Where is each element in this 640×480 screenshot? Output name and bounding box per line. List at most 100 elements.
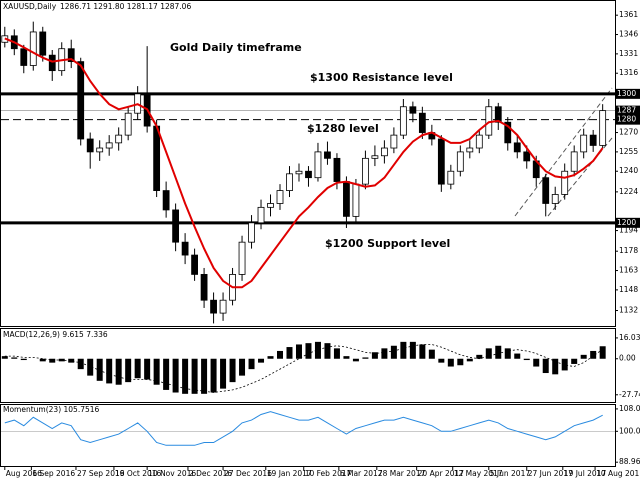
x-tick-label: 2 Dec 2016 xyxy=(189,469,232,478)
candle-body xyxy=(447,170,455,185)
macd-bar xyxy=(144,358,151,380)
candle-body xyxy=(305,170,312,179)
candle-body xyxy=(513,142,521,153)
candle-body xyxy=(580,134,588,153)
candle-body xyxy=(67,48,75,63)
x-tick-label: 27 Dec 2016 xyxy=(224,469,272,478)
macd-label: MACD(12,26,9) 9.615 7.336 xyxy=(3,330,108,339)
candle-body xyxy=(39,31,47,56)
candle-body xyxy=(589,134,597,146)
macd-bar xyxy=(277,350,284,359)
momentum-line xyxy=(4,411,603,446)
candle-body xyxy=(200,274,208,301)
macd-panel xyxy=(0,328,616,403)
candle-body xyxy=(86,138,94,153)
candle-body xyxy=(456,151,464,172)
macd-bar xyxy=(590,350,597,359)
macd-bar xyxy=(267,356,274,359)
candle-body xyxy=(599,110,607,146)
macd-bar xyxy=(87,358,94,376)
y-tick-label: 1224 xyxy=(619,187,638,196)
channel-line xyxy=(514,87,613,217)
macd-bar xyxy=(11,357,18,359)
candle-body xyxy=(238,241,246,275)
macd-bar xyxy=(210,358,217,393)
candle-body xyxy=(570,151,578,172)
macd-bar xyxy=(400,341,407,359)
macd-bar xyxy=(163,358,170,390)
price-box-label: 1200 xyxy=(617,218,636,227)
x-tick-label: 20 Apr 2017 xyxy=(418,469,465,478)
macd-bar xyxy=(580,354,587,359)
macd-bar xyxy=(333,348,340,359)
macd-bar xyxy=(295,344,302,359)
price-box-label: 1280 xyxy=(617,115,636,124)
candle-body xyxy=(96,147,104,153)
macd-bar xyxy=(409,341,416,359)
candle-body xyxy=(295,170,303,175)
candle-body xyxy=(20,48,28,66)
macd-bar xyxy=(220,358,227,389)
macd-signal xyxy=(4,344,603,393)
y-tick-label: 1148 xyxy=(619,285,638,294)
x-tick-label: 19 Jan 2017 xyxy=(267,469,312,478)
y-tick-label: 1346 xyxy=(619,30,638,39)
x-tick-label: 19 Oct 2016 xyxy=(115,469,162,478)
y-tick-label: 100.0 xyxy=(619,426,640,435)
momentum-panel xyxy=(0,404,616,467)
macd-bar xyxy=(68,358,75,363)
momentum-label: Momentum(23) 105.7516 xyxy=(3,405,100,414)
x-tick-label: 27 Jun 2017 xyxy=(528,469,573,478)
y-tick-label: 1270 xyxy=(619,128,638,137)
macd-bar xyxy=(428,349,435,359)
y-tick-label: -27.74 xyxy=(619,390,640,399)
candle-body xyxy=(343,181,350,217)
level-label: $1300 Resistance level xyxy=(310,71,453,84)
candle-body xyxy=(418,112,426,133)
macd-bar xyxy=(447,358,454,367)
macd-bar xyxy=(96,358,103,381)
candle-body xyxy=(362,157,369,185)
y-tick-label: 1240 xyxy=(619,166,638,175)
candle-body xyxy=(324,151,331,159)
x-tick-label: 6 Sep 2016 xyxy=(32,469,75,478)
macd-bar xyxy=(552,358,559,375)
candle-body xyxy=(77,61,85,140)
macd-bar xyxy=(305,343,312,359)
candle-body xyxy=(267,203,274,208)
macd-bar xyxy=(20,358,27,361)
macd-bar xyxy=(495,345,502,359)
candle-body xyxy=(105,142,113,149)
y-tick-label: 1178 xyxy=(619,246,638,255)
candle-body xyxy=(475,134,483,149)
symbol: XAUUSD,Daily xyxy=(3,2,57,11)
macd-bar xyxy=(115,358,122,385)
y-tick-label: 16.03 xyxy=(619,333,640,342)
candle-body xyxy=(172,209,180,243)
macd-bar xyxy=(106,358,113,384)
candle-body xyxy=(542,177,550,204)
macd-bar xyxy=(466,358,473,362)
candle-body xyxy=(409,106,417,114)
candle-body xyxy=(551,194,559,204)
macd-bar xyxy=(182,358,189,394)
chart-title: Gold Daily timeframe xyxy=(170,41,302,54)
price-box xyxy=(615,217,640,228)
macd-bar xyxy=(1,356,8,359)
price-box xyxy=(615,114,640,125)
macd-bar xyxy=(77,358,84,370)
macd-bar xyxy=(125,358,132,383)
candle-body xyxy=(29,31,37,66)
moving-average xyxy=(4,37,604,289)
macd-bar xyxy=(362,357,369,359)
macd-bar xyxy=(134,358,141,379)
price-box xyxy=(615,88,640,99)
x-tick-label: 19 Jul 2017 xyxy=(564,469,607,478)
y-tick-label: 88.96 xyxy=(619,457,640,466)
candle-body xyxy=(48,54,56,72)
candle-body xyxy=(276,190,284,204)
candle-body xyxy=(181,241,189,256)
macd-bar xyxy=(258,358,265,363)
macd-bar xyxy=(324,343,331,359)
macd-bar xyxy=(286,347,293,359)
